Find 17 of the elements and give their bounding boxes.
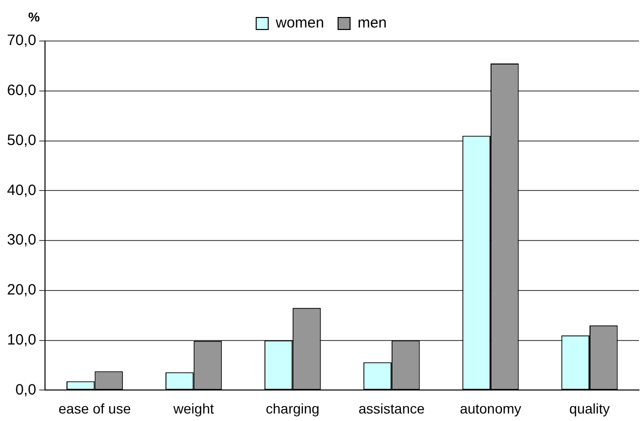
x-tick-label: weight <box>172 400 214 416</box>
y-tick-label: 0,0 <box>15 381 36 398</box>
x-tick-label: charging <box>266 400 320 416</box>
y-tick-label: 30,0 <box>6 232 36 249</box>
legend-label: men <box>358 14 387 32</box>
x-tick-label: ease of use <box>58 400 132 416</box>
y-tick-label: 70,0 <box>6 32 36 50</box>
x-tick-label: quality <box>569 400 610 416</box>
y-tick-label: 50,0 <box>6 132 36 149</box>
legend-label: women <box>274 14 324 32</box>
y-tick-label: 60,0 <box>6 82 36 100</box>
y-axis-title: % <box>28 10 40 25</box>
y-tick-label: 40,0 <box>6 182 36 199</box>
y-tick-label: 10,0 <box>6 331 36 348</box>
x-tick-label: assistance <box>358 400 425 416</box>
x-tick-label: autonomy <box>460 400 522 416</box>
y-tick-label: 20,0 <box>6 282 36 299</box>
